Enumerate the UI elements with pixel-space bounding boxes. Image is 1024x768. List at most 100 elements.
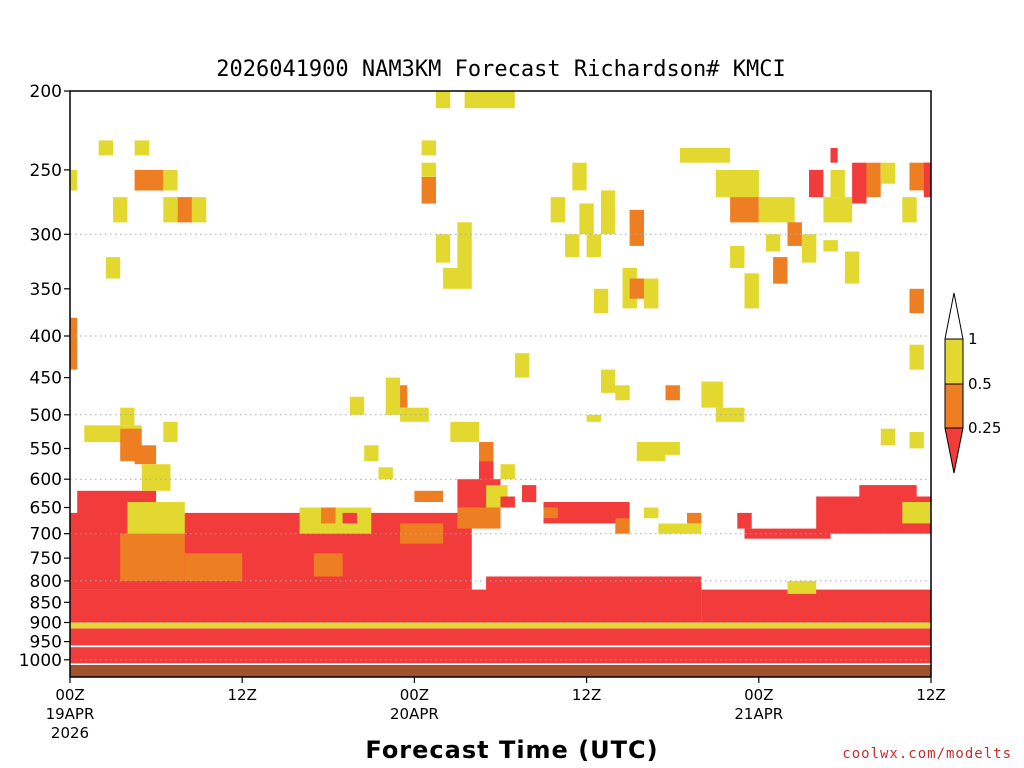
ri-patch-orange xyxy=(479,442,494,462)
plot-area xyxy=(69,90,932,678)
ri-patch-yellow xyxy=(830,169,845,198)
ri-patch-orange xyxy=(866,162,881,197)
ri-patch-orange xyxy=(134,445,157,465)
ri-patch-orange xyxy=(414,490,444,502)
ri-patch-yellow xyxy=(385,377,401,415)
ri-patch-red xyxy=(479,461,494,486)
ri-patch-yellow xyxy=(127,502,185,534)
y-tick-label: 550 xyxy=(30,440,62,460)
ri-patch-red xyxy=(342,512,357,524)
ri-patch-orange xyxy=(543,507,558,519)
ri-patch-orange xyxy=(313,553,343,577)
legend-bin-red xyxy=(944,427,964,474)
x-tick-label: 00Z xyxy=(400,686,429,704)
ri-patch-orange xyxy=(629,209,644,246)
ri-patch-yellow xyxy=(902,502,931,524)
ri-patch-orange xyxy=(665,385,680,401)
ri-patch-yellow xyxy=(644,278,659,309)
ri-patch-yellow xyxy=(665,442,680,455)
ri-patch-yellow xyxy=(601,190,616,235)
y-tick-label: 800 xyxy=(30,572,62,592)
ri-patch-yellow xyxy=(586,234,601,258)
x-tick-date: 21APR xyxy=(734,705,783,723)
x-tick-label: 00Z xyxy=(744,686,773,704)
ri-patch-red xyxy=(70,647,931,664)
x-tick-year: 2026 xyxy=(51,724,89,742)
ri-patch-yellow xyxy=(880,162,896,184)
ri-patch-orange xyxy=(70,317,78,370)
ri-patch-red xyxy=(486,576,702,623)
ri-patch-yellow xyxy=(902,197,917,223)
ri-patch-red xyxy=(543,502,630,524)
ri-patch-yellow xyxy=(801,234,817,263)
ri-patch-yellow xyxy=(113,197,128,223)
x-tick-label: 12Z xyxy=(228,686,257,704)
ri-patch-yellow xyxy=(435,234,451,263)
ri-patch-yellow xyxy=(593,288,609,314)
y-tick-label: 200 xyxy=(30,82,62,102)
ri-patch-yellow xyxy=(565,234,580,258)
ri-patch-yellow xyxy=(378,467,393,480)
ri-patch-yellow xyxy=(880,428,896,446)
ri-patch-orange xyxy=(457,507,501,529)
ri-patch-yellow xyxy=(572,162,587,191)
ri-patch-orange xyxy=(629,278,644,299)
ri-patch-yellow xyxy=(644,507,659,519)
pressure-axis: 200 250 300 350 400 450 500 550 600 650 700 750 8008… xyxy=(19,82,70,671)
x-axis-label: Forecast Time (UTC) xyxy=(365,736,658,764)
ri-patch-yellow xyxy=(141,464,171,491)
ri-patch-yellow xyxy=(766,234,781,252)
ri-patch-yellow xyxy=(163,169,178,191)
ri-patch-layer xyxy=(70,91,931,677)
ri-patch-yellow xyxy=(457,222,472,268)
ri-patch-orange xyxy=(120,533,185,581)
legend-level-label: 1 xyxy=(968,330,978,348)
ri-patch-yellow xyxy=(500,464,515,480)
y-tick-label: 250 xyxy=(30,161,62,181)
color-legend: 1 0.5 0.25 xyxy=(944,292,1001,474)
ri-patch-yellow xyxy=(701,381,723,408)
ri-patch-yellow xyxy=(744,273,759,309)
ri-patch-orange xyxy=(687,512,702,524)
ri-patch-yellow xyxy=(70,622,931,629)
ri-patch-red xyxy=(500,496,515,508)
ri-patch-yellow xyxy=(435,91,451,109)
ri-patch-yellow xyxy=(192,197,207,223)
legend-bin-above-1 xyxy=(944,292,964,340)
ri-patch-orange xyxy=(787,222,802,246)
ri-patch-orange xyxy=(177,197,192,223)
ri-patch-yellow xyxy=(105,257,121,279)
ri-patch-red xyxy=(809,169,824,198)
ri-patch-orange xyxy=(321,507,336,524)
ri-patch-yellow xyxy=(615,385,630,401)
ri-patch-orange xyxy=(184,553,243,581)
y-tick-label: 600 xyxy=(30,470,62,490)
ri-patch-yellow xyxy=(421,140,436,156)
ri-patch-red xyxy=(70,628,931,646)
y-tick-label: 500 xyxy=(30,406,62,426)
legend-bin-orange xyxy=(944,383,964,429)
ri-patch-yellow xyxy=(464,91,515,109)
ri-patch-yellow xyxy=(443,268,472,289)
ri-patch-yellow xyxy=(134,140,149,156)
ri-patch-yellow xyxy=(586,414,601,422)
y-tick-label: 900 xyxy=(30,614,62,634)
x-tick-date: 20APR xyxy=(390,705,439,723)
ri-patch-yellow xyxy=(823,240,838,252)
ri-patch-orange xyxy=(730,197,759,223)
legend-bin-yellow xyxy=(944,338,964,385)
legend-level-label: 0.5 xyxy=(968,375,992,393)
ri-patch-yellow xyxy=(679,148,731,163)
y-tick-label: 700 xyxy=(30,525,62,545)
ri-patch-red xyxy=(701,589,931,627)
ri-patch-red xyxy=(744,528,831,539)
ri-patch-yellow xyxy=(349,396,365,415)
y-tick-label: 850 xyxy=(30,593,62,613)
chart-title: 2026041900 NAM3KM Forecast Richardson# K… xyxy=(216,57,786,82)
ri-patch-orange xyxy=(909,288,924,314)
pressure-gridlines xyxy=(70,233,931,661)
ri-patch-orange xyxy=(400,523,444,544)
ri-patch-yellow xyxy=(421,162,436,177)
